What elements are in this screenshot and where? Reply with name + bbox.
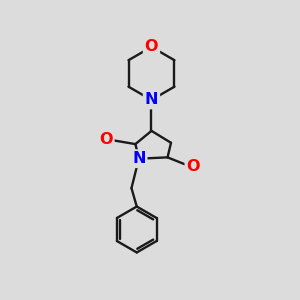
Text: N: N	[145, 92, 158, 107]
Text: O: O	[145, 39, 158, 54]
Text: O: O	[186, 159, 200, 174]
Text: N: N	[132, 151, 146, 166]
Text: O: O	[99, 132, 113, 147]
